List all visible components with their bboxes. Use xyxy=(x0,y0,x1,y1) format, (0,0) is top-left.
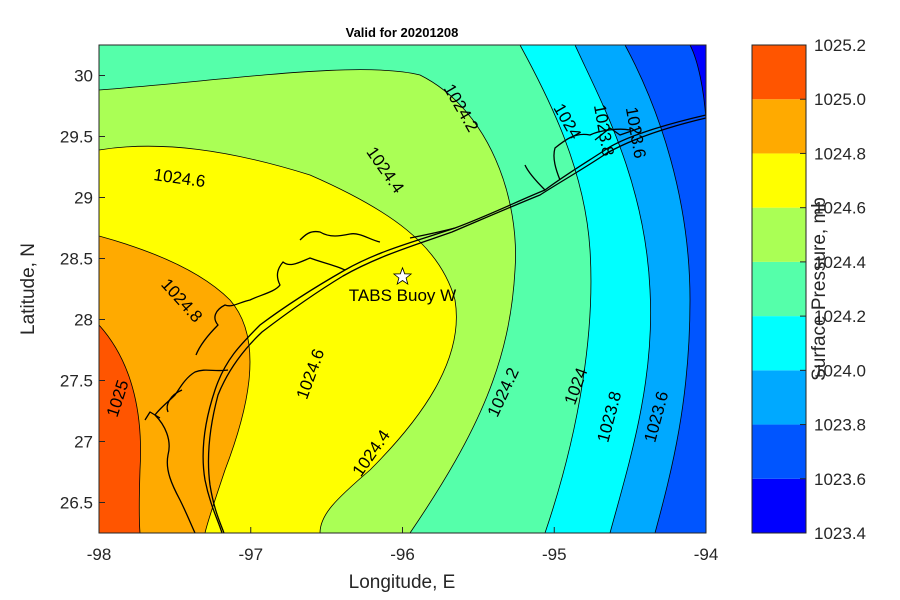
colorbar-segment xyxy=(752,316,806,371)
colorbar-tick-label: 1024.4 xyxy=(814,253,866,272)
buoy-star-marker xyxy=(392,266,413,286)
x-tick-label: -95 xyxy=(542,545,567,564)
colorbar-tick-label: 1024.2 xyxy=(814,307,866,326)
colorbar-tick-label: 1023.4 xyxy=(814,524,866,543)
colorbar-segment xyxy=(752,207,806,262)
colorbar-tick-label: 1025.2 xyxy=(814,36,866,55)
x-axis: -98 -97 -96 -95 -94 xyxy=(87,527,719,564)
colorbar-segment xyxy=(752,370,806,425)
colorbar-tick-label: 1025.0 xyxy=(814,90,866,109)
y-tick-label: 26.5 xyxy=(60,494,93,513)
colorbar-tick-label: 1024.0 xyxy=(814,361,866,380)
contour-field xyxy=(99,45,706,533)
y-tick-label: 28.5 xyxy=(60,250,93,269)
colorbar-segment xyxy=(752,45,806,100)
x-tick-label: -98 xyxy=(87,545,112,564)
colorbar-segment xyxy=(752,99,806,154)
y-tick-label: 30 xyxy=(74,67,93,86)
x-tick-label: -94 xyxy=(694,545,719,564)
buoy-annotation: TABS Buoy W xyxy=(349,266,456,305)
colorbar-segment xyxy=(752,261,806,317)
colorbar-segment xyxy=(752,478,806,533)
colorbar-tick-label: 1023.8 xyxy=(814,416,866,435)
band-1025-0 xyxy=(99,324,141,533)
colorbar-segment xyxy=(752,153,806,208)
colorbar-label: Surface Pressure, mb xyxy=(809,197,830,381)
colorbar: 1025.2 1025.0 1024.8 1024.6 1024.4 1024.2 1024… xyxy=(751,36,866,543)
colorbar-frame xyxy=(751,44,807,534)
colorbar-segment xyxy=(752,424,806,479)
y-tick-label: 27 xyxy=(74,433,93,452)
colorbar-tick-label: 1024.6 xyxy=(814,199,866,218)
y-tick-label: 29 xyxy=(74,189,93,208)
x-tick-label: -96 xyxy=(390,545,415,564)
y-tick-label: 28 xyxy=(74,311,93,330)
y-axis: 26.5 27 27.5 28 28.5 29 29.5 30 xyxy=(60,67,105,513)
y-axis-label: Latitude, N xyxy=(18,243,39,335)
y-tick-label: 29.5 xyxy=(60,128,93,147)
x-tick-label: -97 xyxy=(238,545,263,564)
buoy-label: TABS Buoy W xyxy=(349,286,456,305)
coastline xyxy=(144,114,706,533)
colorbar-tick-label: 1023.6 xyxy=(814,470,866,489)
x-axis-label: Longitude, E xyxy=(349,572,456,593)
colorbar-tick-label: 1024.8 xyxy=(814,144,866,163)
chart-title: Valid for 20201208 xyxy=(346,25,459,40)
y-tick-label: 27.5 xyxy=(60,372,93,391)
